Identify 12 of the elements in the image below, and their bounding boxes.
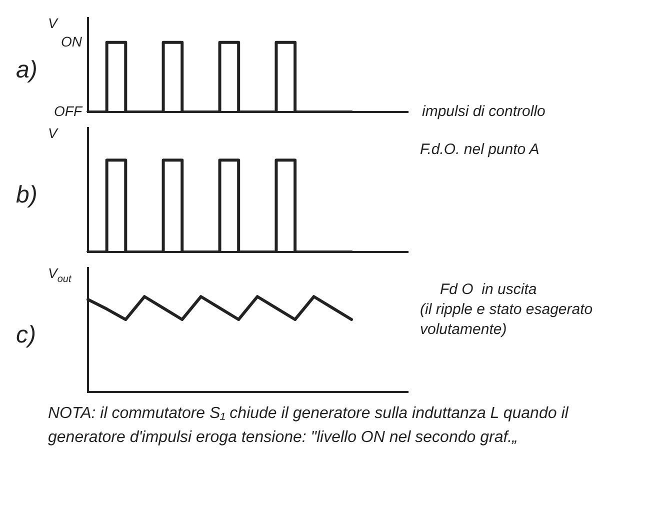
text: ON xyxy=(61,33,83,50)
text: Fd O in uscita xyxy=(440,281,537,298)
text: OFF xyxy=(54,102,84,119)
text: b) xyxy=(16,182,38,209)
text: NOTA: il commutatore S₁ chiude il generatore sulla induttanza L quando il generatore d'impulsi eroga tensione: "livello ON nel secondo graf.„ xyxy=(48,404,570,448)
text: c) xyxy=(16,322,36,349)
text: a) xyxy=(16,56,38,84)
y-axis-title: V xyxy=(48,15,59,31)
x-axis-title: impulsi di controllo xyxy=(422,102,546,122)
text: F.d.O. nel punto A xyxy=(420,141,540,158)
text: (il ripple e stato esagerato volutamente) xyxy=(420,301,593,338)
y-axis-title: V xyxy=(48,125,59,141)
